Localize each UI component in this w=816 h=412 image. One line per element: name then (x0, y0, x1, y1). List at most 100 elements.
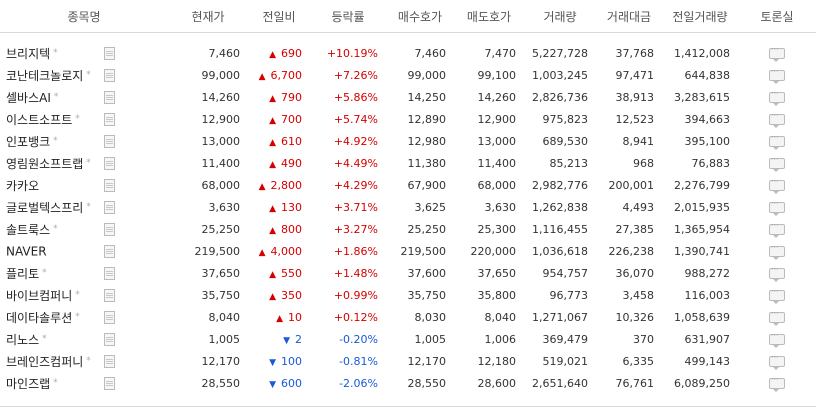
change-value: 10 (288, 310, 302, 324)
table-row: 영림원소프트랩 * 11,400 ▲ 490 +4.49% 11,380 11,40… (0, 152, 816, 174)
prev-volume: 6,089,250 (674, 376, 730, 390)
document-icon[interactable] (104, 179, 115, 192)
speech-bubble-icon[interactable] (769, 199, 785, 216)
stock-name-link[interactable]: 마인즈랩 (6, 376, 51, 391)
change-cell: ▼ 100 (248, 350, 310, 372)
col-header-ask: 매도호가 (454, 0, 524, 33)
table-row: 마인즈랩 * 28,550 ▼ 600 -2.06% 28,550 28,600 2… (0, 372, 816, 394)
star-marker: * (42, 334, 47, 344)
volume: 1,036,618 (532, 244, 588, 258)
speech-bubble-icon[interactable] (769, 133, 785, 150)
stock-name-link[interactable]: 브리지텍 (6, 46, 51, 61)
bid-price: 14,250 (407, 90, 447, 104)
speech-bubble-icon[interactable] (769, 331, 785, 348)
document-icon[interactable] (104, 245, 115, 258)
change-value: 700 (281, 112, 302, 126)
table-row: 데이타솔루션 * 8,040 ▲ 10 +0.12% 8,030 8,040 1,2… (0, 306, 816, 328)
ask-price: 99,100 (477, 68, 517, 82)
document-icon[interactable] (104, 355, 115, 368)
ask-price: 12,180 (477, 354, 517, 368)
speech-bubble-icon[interactable] (769, 155, 785, 172)
document-icon[interactable] (104, 113, 115, 126)
change-rate: +5.86% (333, 90, 378, 104)
arrow-icon: ▲ (269, 115, 276, 126)
stock-name-link[interactable]: 데이타솔루션 (6, 310, 73, 325)
speech-bubble-icon[interactable] (769, 177, 785, 194)
document-icon[interactable] (104, 69, 115, 82)
bid-price: 3,625 (414, 200, 447, 214)
speech-bubble-icon[interactable] (769, 111, 785, 128)
stock-name-link[interactable]: 플리토 (6, 266, 40, 281)
trade-amount: 97,471 (615, 68, 655, 82)
table-row: 셀바스AI * 14,260 ▲ 790 +5.86% 14,250 14,260 … (0, 86, 816, 108)
speech-bubble-icon[interactable] (769, 309, 785, 326)
document-icon[interactable] (104, 201, 115, 214)
stock-name-cell: 이스트소프트 * (0, 108, 168, 130)
ask-price: 13,000 (477, 134, 517, 148)
document-icon[interactable] (104, 267, 115, 280)
speech-bubble-icon[interactable] (769, 287, 785, 304)
document-icon[interactable] (104, 157, 115, 170)
trade-amount: 10,326 (615, 310, 655, 324)
ask-price: 1,006 (484, 332, 517, 346)
document-icon[interactable] (104, 377, 115, 390)
speech-bubble-icon[interactable] (769, 243, 785, 260)
stock-name-link[interactable]: 셀바스AI (6, 90, 51, 105)
speech-bubble-icon[interactable] (769, 353, 785, 370)
table-row: 플리토 * 37,650 ▲ 550 +1.48% 37,600 37,650 95… (0, 262, 816, 284)
volume: 96,773 (549, 288, 589, 302)
stock-name-link[interactable]: NAVER (6, 244, 47, 259)
change-rate: +4.29% (333, 178, 378, 192)
change-cell: ▲ 2,800 (248, 174, 310, 196)
speech-bubble-icon[interactable] (769, 375, 785, 392)
stock-name-cell: 인포뱅크 * (0, 130, 168, 152)
document-icon[interactable] (104, 333, 115, 346)
change-cell: ▲ 800 (248, 218, 310, 240)
forum-cell (738, 284, 816, 306)
trade-amount: 27,385 (615, 222, 655, 236)
change-rate: -2.06% (339, 376, 378, 390)
document-icon[interactable] (104, 311, 115, 324)
stock-name-link[interactable]: 영림원소프트랩 (6, 156, 84, 171)
document-icon[interactable] (104, 135, 115, 148)
stock-name-link[interactable]: 이스트소프트 (6, 112, 73, 127)
change-value: 6,700 (270, 68, 303, 82)
speech-bubble-icon[interactable] (769, 265, 785, 282)
table-row: 이스트소프트 * 12,900 ▲ 700 +5.74% 12,890 12,900… (0, 108, 816, 130)
star-marker: * (53, 136, 58, 146)
star-marker: * (86, 202, 91, 212)
stock-name-link[interactable]: 리노스 (6, 332, 40, 347)
stock-name-link[interactable]: 바이브컴퍼니 (6, 288, 73, 303)
stock-name-link[interactable]: 코난테크놀로지 (6, 68, 84, 83)
prev-volume: 3,283,615 (674, 90, 730, 104)
document-icon[interactable] (104, 289, 115, 302)
forum-cell (738, 240, 816, 262)
arrow-icon: ▲ (276, 313, 283, 324)
bid-price: 67,900 (407, 178, 447, 192)
document-icon[interactable] (104, 47, 115, 60)
speech-bubble-icon[interactable] (769, 67, 785, 84)
stock-name-link[interactable]: 인포뱅크 (6, 134, 51, 149)
stock-name-link[interactable]: 솔트룩스 (6, 222, 51, 237)
current-price: 28,550 (201, 376, 241, 390)
arrow-icon: ▲ (269, 291, 276, 302)
prev-volume: 988,272 (684, 266, 731, 280)
speech-bubble-icon[interactable] (769, 221, 785, 238)
document-icon[interactable] (104, 91, 115, 104)
change-cell: ▼ 2 (248, 328, 310, 350)
bid-price: 25,250 (407, 222, 447, 236)
forum-cell (738, 64, 816, 86)
trade-amount: 226,238 (608, 244, 655, 258)
star-marker: * (86, 356, 91, 366)
volume: 689,530 (542, 134, 589, 148)
stock-name-link[interactable]: 브레인즈컴퍼니 (6, 354, 84, 369)
stock-name-cell: 마인즈랩 * (0, 372, 168, 394)
star-marker: * (86, 158, 91, 168)
speech-bubble-icon[interactable] (769, 89, 785, 106)
document-icon[interactable] (104, 223, 115, 236)
stock-name-link[interactable]: 글로벌텍스프리 (6, 200, 84, 215)
stock-name-link[interactable]: 카카오 (6, 178, 40, 193)
speech-bubble-icon[interactable] (769, 45, 785, 62)
trade-amount: 38,913 (615, 90, 655, 104)
table-row: 솔트룩스 * 25,250 ▲ 800 +3.27% 25,250 25,300 1… (0, 218, 816, 240)
